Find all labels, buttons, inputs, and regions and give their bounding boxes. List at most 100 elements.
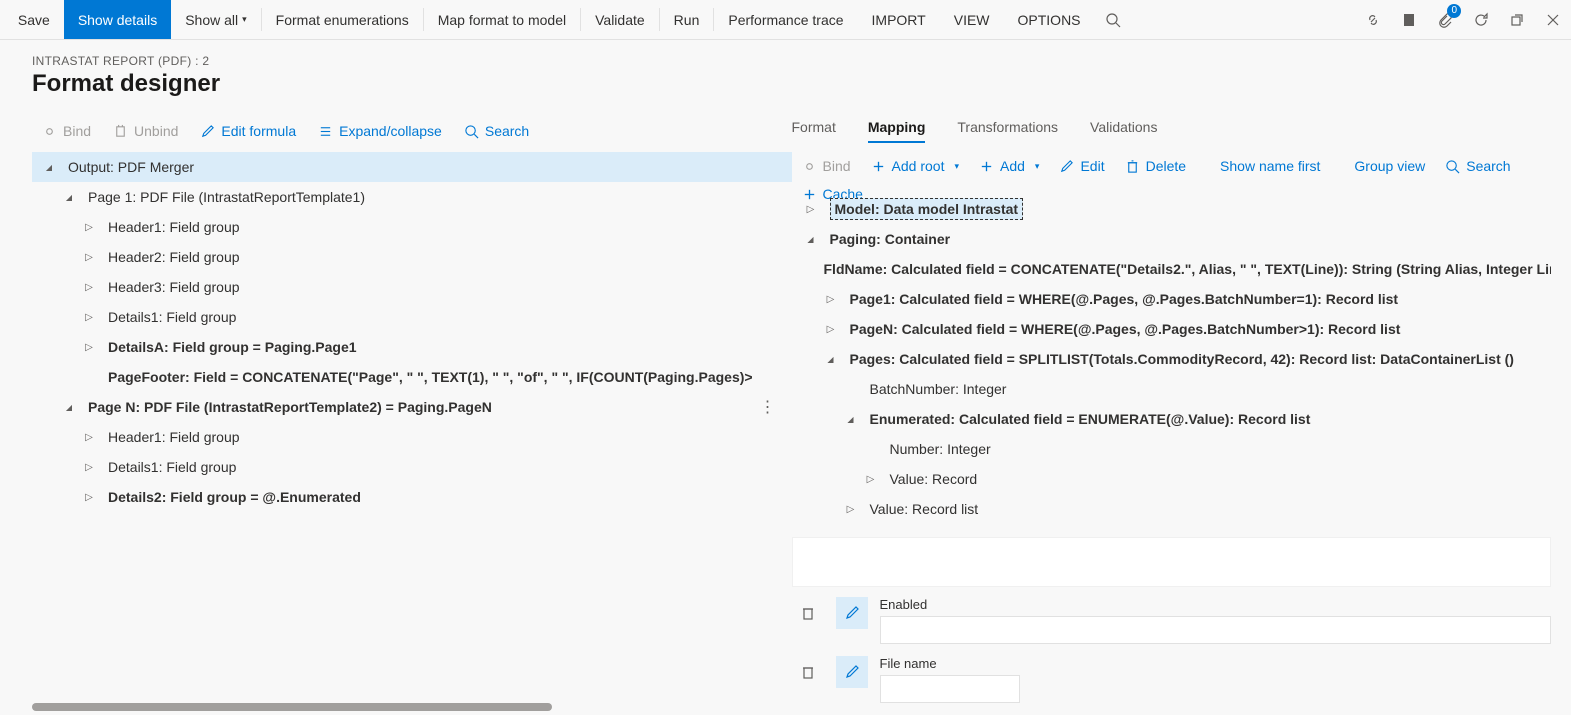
tree-row[interactable]: ▷Details1: Field group — [32, 302, 792, 332]
horizontal-scrollbar[interactable] — [32, 703, 552, 711]
tree-expander-icon[interactable]: ▷ — [824, 294, 838, 305]
show-name-first-button[interactable]: Show name first — [1210, 152, 1330, 180]
tree-row[interactable]: ▷DetailsA: Field group = Paging.Page1 — [32, 332, 792, 362]
plus-icon — [871, 159, 886, 174]
tree-expander-icon[interactable]: ▷ — [82, 312, 96, 323]
tree-row[interactable]: ▷Details2: Field group = @.Enumerated — [32, 482, 792, 512]
tree-expander-icon[interactable]: ◢ — [62, 403, 76, 412]
filename-delete-button[interactable] — [792, 656, 824, 688]
tree-expander-icon[interactable]: ▷ — [82, 222, 96, 233]
delete-icon — [1125, 159, 1140, 174]
tree-expander-icon[interactable]: ▷ — [82, 432, 96, 443]
show-all-button[interactable]: Show all▾ — [171, 0, 260, 39]
delete-button[interactable]: Delete — [1115, 152, 1196, 180]
tree-expander-icon[interactable]: ▷ — [82, 282, 96, 293]
bind-button[interactable]: Bind — [32, 117, 101, 145]
mapping-tree[interactable]: ▷ Model: Data model Intrastat ◢ Paging: Con… — [792, 194, 1552, 533]
tree-row[interactable]: ▷PageN: Calculated field = WHERE(@.Pages… — [792, 314, 1552, 344]
validate-button[interactable]: Validate — [581, 0, 659, 39]
tree-expander-icon[interactable]: ▷ — [82, 492, 96, 503]
format-tree[interactable]: ◢Output: PDF Merger◢Page 1: PDF File (In… — [32, 152, 792, 715]
tree-row[interactable]: ◢Enumerated: Calculated field = ENUMERAT… — [792, 404, 1552, 434]
enabled-delete-button[interactable] — [792, 597, 824, 629]
format-enumerations-button[interactable]: Format enumerations — [262, 0, 423, 39]
tree-expander-icon[interactable]: ▷ — [82, 252, 96, 263]
tree-row[interactable]: ▷Header1: Field group — [32, 422, 792, 452]
tree-row[interactable]: ◢ Paging: Container — [792, 224, 1552, 254]
tree-row[interactable]: ◢Output: PDF Merger — [32, 152, 792, 182]
bind-button-right[interactable]: Bind — [792, 152, 861, 180]
tree-node-label: Paging: Container — [830, 231, 951, 247]
close-button[interactable] — [1535, 0, 1571, 39]
import-button[interactable]: IMPORT — [858, 0, 940, 39]
save-button[interactable]: Save — [0, 0, 64, 39]
enabled-input[interactable] — [880, 616, 1552, 644]
search-toolbar-button[interactable] — [1095, 0, 1131, 39]
tree-expander-icon[interactable]: ◢ — [42, 163, 56, 172]
tree-node-label: Model: Data model Intrastat — [830, 198, 1024, 220]
bind-icon — [42, 124, 57, 139]
tree-expander-icon[interactable]: ▷ — [82, 462, 96, 473]
options-button[interactable]: OPTIONS — [1004, 0, 1095, 39]
show-details-button[interactable]: Show details — [64, 0, 171, 39]
tree-row[interactable]: ▷Page1: Calculated field = WHERE(@.Pages… — [792, 284, 1552, 314]
mapping-panel: Format Mapping Transformations Validatio… — [792, 110, 1571, 715]
tree-row[interactable]: ◢Page N: PDF File (IntrastatReportTempla… — [32, 392, 792, 422]
edit-button[interactable]: Edit — [1049, 152, 1114, 180]
tree-row[interactable]: Number: Integer — [792, 434, 1552, 464]
enabled-label: Enabled — [880, 597, 1552, 612]
link-icon-button[interactable] — [1355, 0, 1391, 39]
tree-expander-icon[interactable]: ◢ — [804, 235, 818, 244]
expand-collapse-button[interactable]: Expand/collapse — [308, 117, 452, 145]
tree-expander-icon[interactable]: ▷ — [844, 504, 858, 515]
filename-input[interactable] — [880, 675, 1020, 703]
add-button[interactable]: Add▾ — [969, 152, 1049, 180]
attachments-button[interactable]: 0 — [1427, 0, 1463, 39]
tree-row[interactable]: PageFooter: Field = CONCATENATE("Page", … — [32, 362, 792, 392]
chevron-down-icon: ▾ — [242, 14, 247, 25]
tree-expander-icon[interactable]: ◢ — [824, 355, 838, 364]
tree-row[interactable]: ◢Page 1: PDF File (IntrastatReportTempla… — [32, 182, 792, 212]
tree-node-label: Details1: Field group — [108, 459, 236, 475]
edit-icon — [1059, 159, 1074, 174]
tree-expander-icon[interactable]: ◢ — [62, 193, 76, 202]
tree-expander-icon[interactable]: ▷ — [804, 204, 818, 215]
tree-row[interactable]: ▷Header3: Field group — [32, 272, 792, 302]
tree-row[interactable]: FldName: Calculated field = CONCATENATE(… — [792, 254, 1552, 284]
search-button-left[interactable]: Search — [454, 117, 539, 145]
more-icon[interactable]: ⋮ — [760, 397, 776, 417]
refresh-button[interactable] — [1463, 0, 1499, 39]
tree-row[interactable]: ▷Value: Record list — [792, 494, 1552, 524]
tab-validations[interactable]: Validations — [1090, 119, 1157, 143]
add-root-button[interactable]: Add root▾ — [861, 152, 969, 180]
edit-formula-button[interactable]: Edit formula — [190, 117, 306, 145]
tree-row[interactable]: ▷Header1: Field group — [32, 212, 792, 242]
tree-row[interactable]: ▷ Model: Data model Intrastat — [792, 194, 1552, 224]
tree-row[interactable]: ▷Value: Record — [792, 464, 1552, 494]
tab-mapping[interactable]: Mapping — [868, 119, 926, 143]
tree-row[interactable]: ◢Pages: Calculated field = SPLITLIST(Tot… — [792, 344, 1552, 374]
tree-expander-icon[interactable]: ▷ — [824, 324, 838, 335]
details-blank-area — [792, 537, 1552, 587]
view-button[interactable]: VIEW — [940, 0, 1004, 39]
run-button[interactable]: Run — [660, 0, 714, 39]
bind-icon — [802, 159, 817, 174]
search-button-right[interactable]: Search — [1435, 152, 1520, 180]
tree-row[interactable]: ▷ Details1: Field group — [32, 452, 792, 482]
enabled-edit-button[interactable] — [836, 597, 868, 629]
popout-button[interactable] — [1499, 0, 1535, 39]
office-icon-button[interactable] — [1391, 0, 1427, 39]
tree-row[interactable]: ▷Header2: Field group — [32, 242, 792, 272]
tab-transformations[interactable]: Transformations — [957, 119, 1058, 143]
tree-expander-icon[interactable]: ▷ — [864, 474, 878, 485]
group-view-button[interactable]: Group view — [1344, 152, 1435, 180]
unbind-button[interactable]: Unbind — [103, 117, 188, 145]
left-action-bar: Bind Unbind Edit formula Expand/collapse… — [32, 110, 792, 152]
tree-expander-icon[interactable]: ◢ — [844, 415, 858, 424]
filename-edit-button[interactable] — [836, 656, 868, 688]
map-format-button[interactable]: Map format to model — [424, 0, 580, 39]
tree-row[interactable]: BatchNumber: Integer — [792, 374, 1552, 404]
tree-expander-icon[interactable]: ▷ — [82, 342, 96, 353]
performance-trace-button[interactable]: Performance trace — [714, 0, 857, 39]
tab-format[interactable]: Format — [792, 119, 836, 143]
